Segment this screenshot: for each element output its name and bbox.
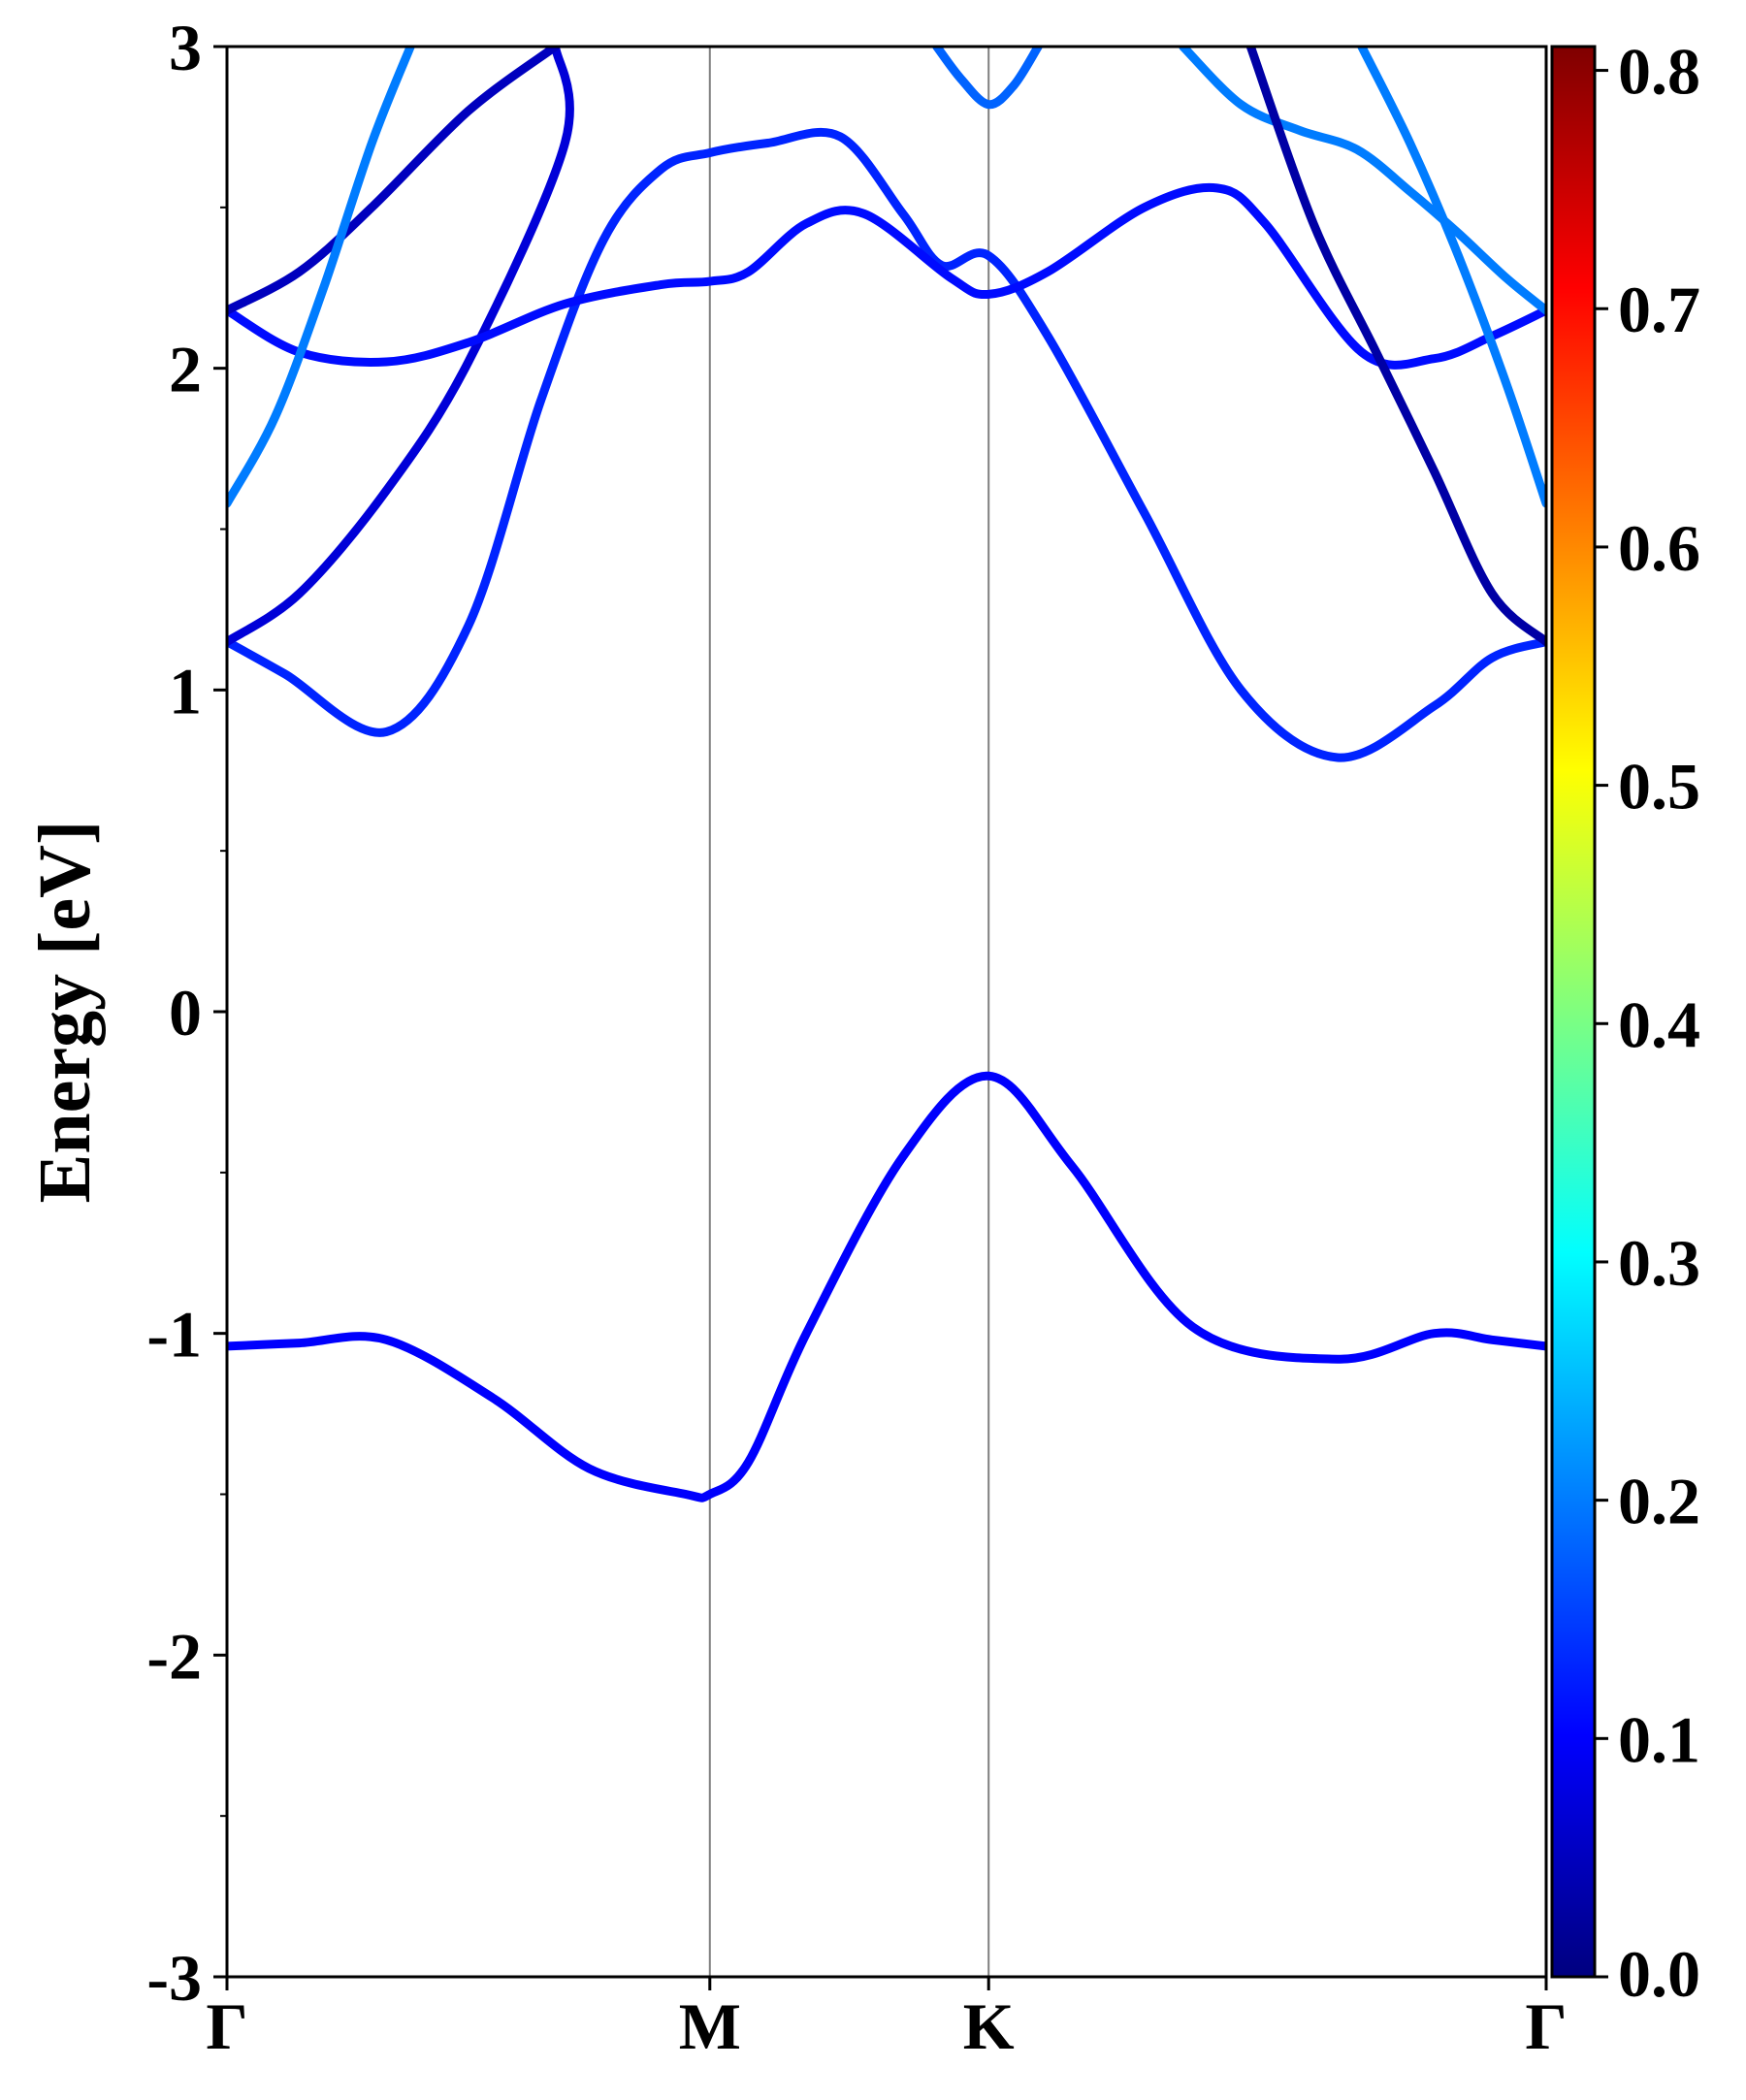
x-tick-label: K (963, 1989, 1015, 2063)
x-tick-label: M (679, 1989, 741, 2063)
y-tick-label: -2 (146, 1619, 202, 1693)
y-tick-label: 1 (169, 654, 202, 727)
colorbar-tick-label: 0.6 (1618, 511, 1700, 585)
x-tick-label: Γ (1525, 1989, 1567, 2063)
band-4 (227, 182, 1546, 370)
y-tick-label: -1 (146, 1298, 202, 1372)
colorbar: 0.0 0.1 0.2 0.3 0.4 0.5 0.6 0.7 0.8 (1550, 35, 1700, 2011)
band-10 (1245, 47, 1546, 647)
band-11 (1357, 47, 1546, 508)
y-tick-label: 3 (169, 11, 202, 84)
x-tick-label: Γ (206, 1989, 247, 2063)
y-tick-label: 0 (169, 976, 202, 1050)
band-1 (227, 1071, 1546, 1502)
colorbar-tick-label: 0.1 (1618, 1702, 1700, 1776)
y-axis-label: Energy [eV] (24, 821, 106, 1204)
colorbar-tick-label: 0.3 (1618, 1226, 1700, 1300)
y-tick-label: -3 (146, 1941, 202, 2015)
y-tick-label: 2 (169, 333, 202, 406)
colorbar-ticks: 0.0 0.1 0.2 0.3 0.4 0.5 0.6 0.7 0.8 (1595, 35, 1700, 2011)
colorbar-gradient (1550, 45, 1597, 1979)
colorbar-tick-label: 0.4 (1618, 987, 1700, 1061)
colorbar-tick-label: 0.2 (1618, 1465, 1700, 1538)
k-point-lines (708, 47, 990, 1977)
colorbar-tick-label: 0.0 (1618, 1937, 1700, 2011)
band-2 (227, 127, 1546, 762)
band-9 (1179, 47, 1546, 315)
band-8 (932, 47, 1043, 110)
y-axis-ticks: 3 2 1 0 -1 -2 -3 (146, 11, 227, 2015)
colorbar-tick-label: 0.8 (1618, 35, 1700, 109)
band-5 (227, 47, 560, 315)
colorbar-tick-label: 0.7 (1618, 273, 1700, 346)
band-7 (227, 47, 415, 508)
band-3 (227, 47, 574, 647)
colorbar-tick-label: 0.5 (1618, 750, 1700, 824)
band-lines (227, 47, 1546, 1502)
